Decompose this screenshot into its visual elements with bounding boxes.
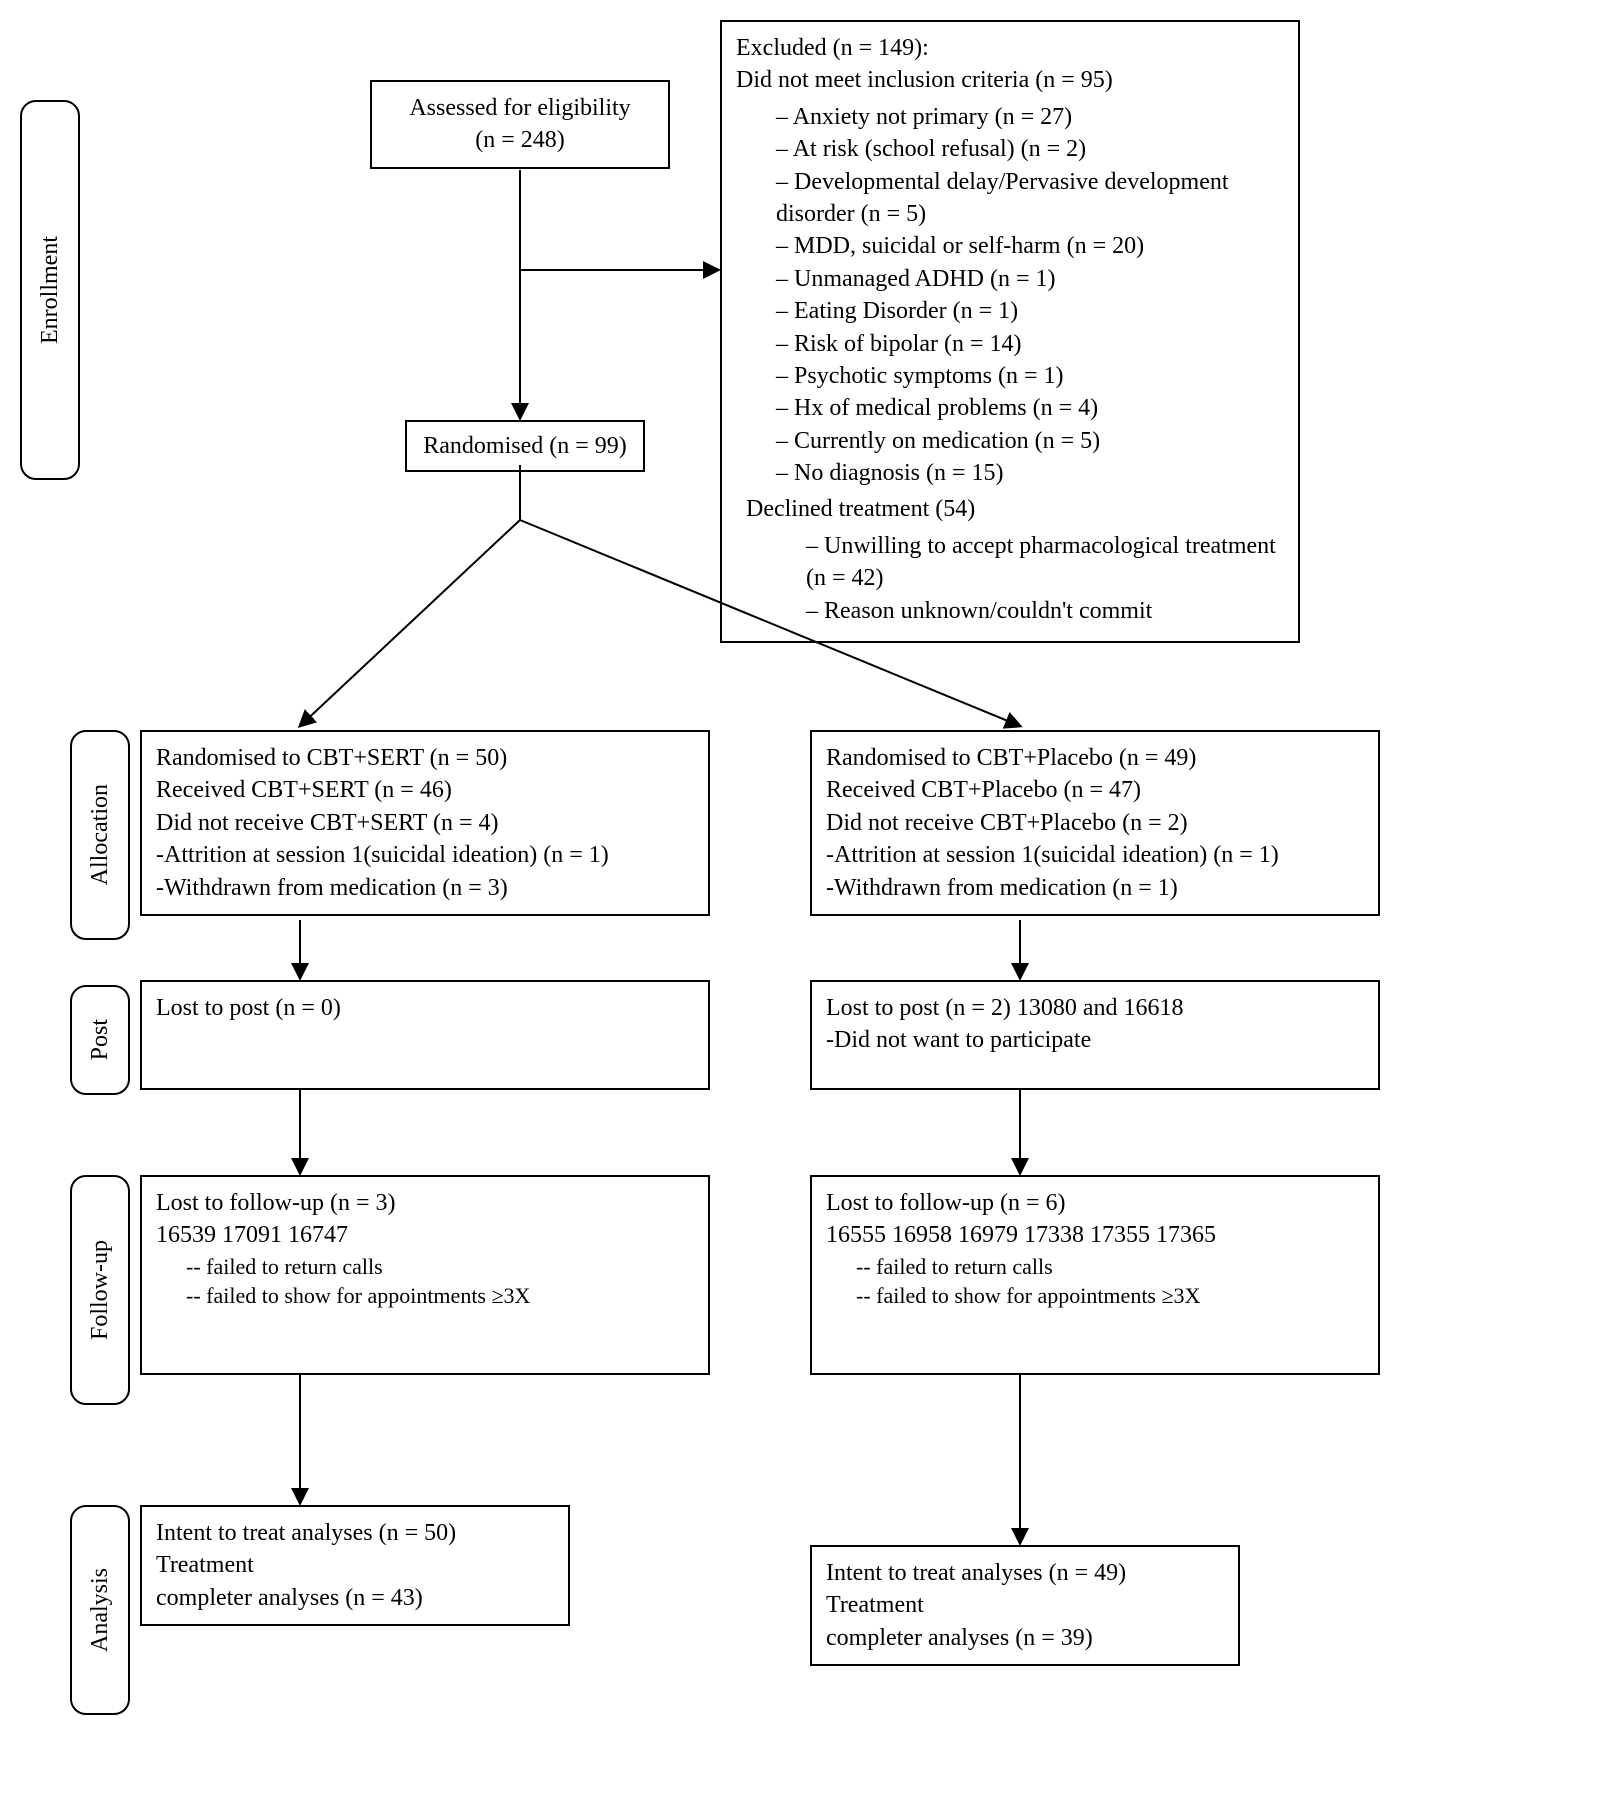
box-right-allocation: Randomised to CBT+Placebo (n = 49) Recei…	[810, 730, 1380, 916]
excluded-criteria-item: Unmanaged ADHD (n = 1)	[776, 263, 1284, 295]
left-post-l1: Lost to post (n = 0)	[156, 992, 694, 1024]
right-alloc-l3: Did not receive CBT+Placebo (n = 2)	[826, 807, 1364, 839]
left-alloc-l4: -Attrition at session 1(suicidal ideatio…	[156, 839, 694, 871]
eligibility-line1: Assessed for eligibility	[386, 92, 654, 124]
box-left-allocation: Randomised to CBT+SERT (n = 50) Received…	[140, 730, 710, 916]
left-fu-l2: 16539 17091 16747	[156, 1219, 694, 1251]
excluded-header2: Did not meet inclusion criteria (n = 95)	[736, 64, 1284, 96]
box-left-post: Lost to post (n = 0)	[140, 980, 710, 1090]
excluded-criteria-list: Anxiety not primary (n = 27)At risk (sch…	[736, 101, 1284, 490]
excluded-criteria-item: No diagnosis (n = 15)	[776, 457, 1284, 489]
excluded-criteria-item: Currently on medication (n = 5)	[776, 425, 1284, 457]
left-alloc-l3: Did not receive CBT+SERT (n = 4)	[156, 807, 694, 839]
right-fu-s2: -- failed to show for appointments ≥3X	[826, 1281, 1364, 1311]
box-right-post: Lost to post (n = 2) 13080 and 16618 -Di…	[810, 980, 1380, 1090]
excluded-declined-list: Unwilling to accept pharmacological trea…	[736, 530, 1284, 627]
right-an-l2: Treatment	[826, 1589, 1224, 1621]
right-an-l3: completer analyses (n = 39)	[826, 1622, 1224, 1654]
box-right-followup: Lost to follow-up (n = 6) 16555 16958 16…	[810, 1175, 1380, 1375]
phase-analysis: Analysis	[70, 1505, 130, 1715]
box-right-analysis: Intent to treat analyses (n = 49) Treatm…	[810, 1545, 1240, 1666]
right-alloc-l2: Received CBT+Placebo (n = 47)	[826, 774, 1364, 806]
right-fu-l1: Lost to follow-up (n = 6)	[826, 1187, 1364, 1219]
excluded-criteria-item: Hx of medical problems (n = 4)	[776, 392, 1284, 424]
left-fu-l1: Lost to follow-up (n = 3)	[156, 1187, 694, 1219]
excluded-declined-header: Declined treatment (54)	[736, 493, 1284, 525]
excluded-declined-item: Unwilling to accept pharmacological trea…	[806, 530, 1284, 595]
left-alloc-l1: Randomised to CBT+SERT (n = 50)	[156, 742, 694, 774]
right-an-l1: Intent to treat analyses (n = 49)	[826, 1557, 1224, 1589]
box-eligibility: Assessed for eligibility (n = 248)	[370, 80, 670, 169]
eligibility-line2: (n = 248)	[386, 124, 654, 156]
excluded-criteria-item: Eating Disorder (n = 1)	[776, 295, 1284, 327]
left-alloc-l5: -Withdrawn from medication (n = 3)	[156, 872, 694, 904]
right-alloc-l5: -Withdrawn from medication (n = 1)	[826, 872, 1364, 904]
left-alloc-l2: Received CBT+SERT (n = 46)	[156, 774, 694, 806]
consort-flowchart: Enrollment Allocation Post Follow-up Ana…	[20, 20, 1580, 1800]
right-post-l2: -Did not want to participate	[826, 1024, 1364, 1056]
phase-followup: Follow-up	[70, 1175, 130, 1405]
right-fu-l2: 16555 16958 16979 17338 17355 17365	[826, 1219, 1364, 1251]
excluded-criteria-item: At risk (school refusal) (n = 2)	[776, 133, 1284, 165]
phase-analysis-label: Analysis	[87, 1568, 114, 1652]
phase-allocation: Allocation	[70, 730, 130, 940]
excluded-criteria-item: Developmental delay/Pervasive developmen…	[776, 166, 1284, 231]
excluded-declined-item: Reason unknown/couldn't commit	[806, 595, 1284, 627]
randomised-text: Randomised (n = 99)	[423, 433, 627, 459]
left-an-l2: Treatment	[156, 1549, 554, 1581]
left-an-l3: completer analyses (n = 43)	[156, 1582, 554, 1614]
excluded-header1: Excluded (n = 149):	[736, 32, 1284, 64]
right-alloc-l4: -Attrition at session 1(suicidal ideatio…	[826, 839, 1364, 871]
box-randomised: Randomised (n = 99)	[405, 420, 645, 472]
right-alloc-l1: Randomised to CBT+Placebo (n = 49)	[826, 742, 1364, 774]
right-post-l1: Lost to post (n = 2) 13080 and 16618	[826, 992, 1364, 1024]
right-fu-s1: -- failed to return calls	[826, 1252, 1364, 1282]
left-an-l1: Intent to treat analyses (n = 50)	[156, 1517, 554, 1549]
phase-post-label: Post	[87, 1019, 114, 1060]
phase-allocation-label: Allocation	[87, 784, 114, 885]
box-left-followup: Lost to follow-up (n = 3) 16539 17091 16…	[140, 1175, 710, 1375]
box-left-analysis: Intent to treat analyses (n = 50) Treatm…	[140, 1505, 570, 1626]
phase-post: Post	[70, 985, 130, 1095]
excluded-criteria-item: Risk of bipolar (n = 14)	[776, 328, 1284, 360]
box-excluded: Excluded (n = 149): Did not meet inclusi…	[720, 20, 1300, 643]
left-fu-s2: -- failed to show for appointments ≥3X	[156, 1281, 694, 1311]
excluded-criteria-item: Psychotic symptoms (n = 1)	[776, 360, 1284, 392]
excluded-criteria-item: MDD, suicidal or self-harm (n = 20)	[776, 230, 1284, 262]
excluded-criteria-item: Anxiety not primary (n = 27)	[776, 101, 1284, 133]
phase-followup-label: Follow-up	[87, 1240, 114, 1340]
phase-enrollment: Enrollment	[20, 100, 80, 480]
left-fu-s1: -- failed to return calls	[156, 1252, 694, 1282]
phase-enrollment-label: Enrollment	[37, 236, 64, 344]
